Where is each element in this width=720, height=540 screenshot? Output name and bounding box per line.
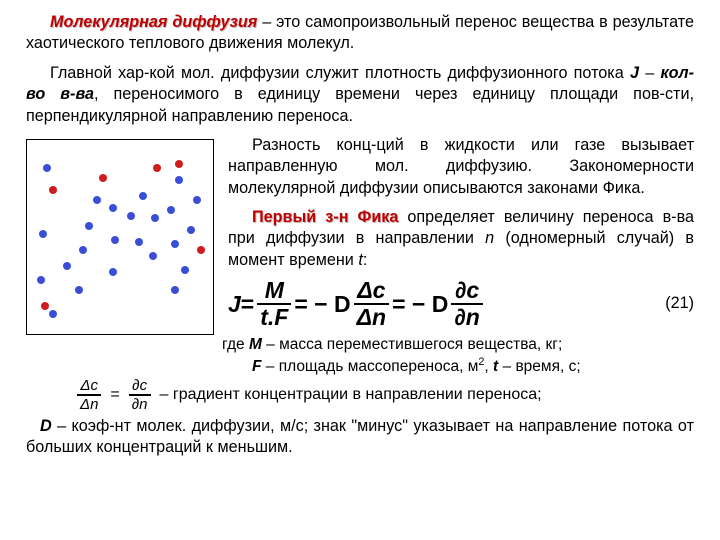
blue-dot — [151, 214, 159, 222]
eq-J: J — [228, 289, 241, 319]
eq-pn: ∂n — [451, 303, 482, 329]
blue-dot — [79, 246, 87, 254]
frac-pc-pn: ∂c ∂n — [451, 279, 482, 329]
text: , — [484, 358, 493, 375]
blue-dot — [181, 266, 189, 274]
gl-eq: = — [110, 384, 119, 405]
blue-dot — [49, 310, 57, 318]
blue-dot — [63, 262, 71, 270]
gl-dn: Δn — [77, 394, 101, 412]
paragraph-fick-first: Первый з-н Фика определяет величину пере… — [228, 207, 694, 271]
symbol-D: D — [40, 417, 52, 435]
blue-dot — [171, 240, 179, 248]
equation-number: (21) — [665, 293, 694, 314]
blue-dot — [149, 252, 157, 260]
text: , переносимого в единицу времени через е… — [26, 85, 694, 124]
gl-pc: ∂c — [129, 378, 150, 394]
red-dot — [197, 246, 205, 254]
text: – коэф-нт молек. диффузии, м/с; знак "ми… — [26, 417, 694, 456]
text: – площадь массопереноса, м — [261, 358, 478, 375]
where-line2: F – площадь массопереноса, м2, t – время… — [252, 355, 694, 378]
blue-dot — [135, 238, 143, 246]
eq-pc: ∂c — [452, 279, 482, 303]
blue-dot — [75, 286, 83, 294]
term-molecular-diffusion: Молекулярная диффузия — [50, 13, 257, 31]
gl-text: – градиент концентрации в направлении пе… — [160, 384, 542, 405]
symbol-J: J — [630, 64, 639, 82]
blue-dot — [175, 176, 183, 184]
frac-MtF: M t.F — [257, 279, 291, 329]
paragraph-intro: Молекулярная диффузия – это самопроизвол… — [26, 12, 694, 55]
paragraph-fick-intro: Разность конц-ций в жидкости или газе вы… — [228, 135, 694, 199]
frac-dc-dn: Δc Δn — [354, 279, 390, 329]
blue-dot — [109, 204, 117, 212]
blue-dot — [193, 196, 201, 204]
blue-dot — [127, 212, 135, 220]
frac-dc-dn-small: Δc Δn — [77, 378, 101, 412]
red-dot — [99, 174, 107, 182]
blue-dot — [39, 230, 47, 238]
eq-minusD2: = − D — [392, 289, 448, 319]
paragraph-D: D – коэф-нт молек. диффузии, м/с; знак "… — [26, 416, 694, 459]
gradient-line: Δc Δn = ∂c ∂n – градиент концентрации в … — [74, 378, 694, 412]
text: Главной хар-кой мол. диффузии служит пло… — [50, 64, 630, 82]
eq-minusD1: = − D — [294, 289, 350, 319]
term-first-law: Первый з-н Фика — [252, 208, 398, 226]
text: : — [363, 251, 368, 269]
where-line1: где M – масса переместившегося вещества,… — [222, 335, 694, 355]
blue-dot — [37, 276, 45, 284]
where-block: где M – масса переместившегося вещества,… — [222, 335, 694, 378]
blue-dot — [139, 192, 147, 200]
blue-dot — [171, 286, 179, 294]
eq-sign: = — [241, 289, 254, 319]
equation-body: J = M t.F = − D Δc Δn = − D ∂c ∂n — [228, 279, 486, 329]
blue-dot — [93, 196, 101, 204]
frac-pc-pn-small: ∂c ∂n — [129, 378, 151, 412]
red-dot — [49, 186, 57, 194]
equation-fick: J = M t.F = − D Δc Δn = − D ∂c ∂n — [228, 279, 694, 329]
text: – — [639, 64, 660, 82]
text: – масса переместившегося вещества, кг; — [262, 336, 562, 353]
gl-dc: Δc — [77, 378, 101, 394]
diffusion-figure — [26, 139, 214, 335]
blue-dot — [43, 164, 51, 172]
text: где — [222, 336, 249, 353]
symbol-M: M — [249, 336, 262, 353]
blue-dot — [111, 236, 119, 244]
eq-M: M — [262, 279, 287, 303]
eq-dc: Δc — [354, 279, 388, 303]
eq-dn: Δn — [354, 303, 390, 329]
eq-tF: t.F — [257, 303, 291, 329]
blue-dot — [187, 226, 195, 234]
red-dot — [153, 164, 161, 172]
symbol-n: n — [485, 229, 494, 247]
red-dot — [175, 160, 183, 168]
paragraph-flux: Главной хар-кой мол. диффузии служит пло… — [26, 63, 694, 127]
column-wrap: Разность конц-ций в жидкости или газе вы… — [26, 135, 694, 335]
blue-dot — [167, 206, 175, 214]
blue-dot — [85, 222, 93, 230]
page-root: Молекулярная диффузия – это самопроизвол… — [0, 0, 720, 540]
text: – время, с; — [498, 358, 580, 375]
gl-pn: ∂n — [129, 394, 151, 412]
blue-dot — [109, 268, 117, 276]
red-dot — [41, 302, 49, 310]
right-column: Разность конц-ций в жидкости или газе вы… — [228, 135, 694, 333]
